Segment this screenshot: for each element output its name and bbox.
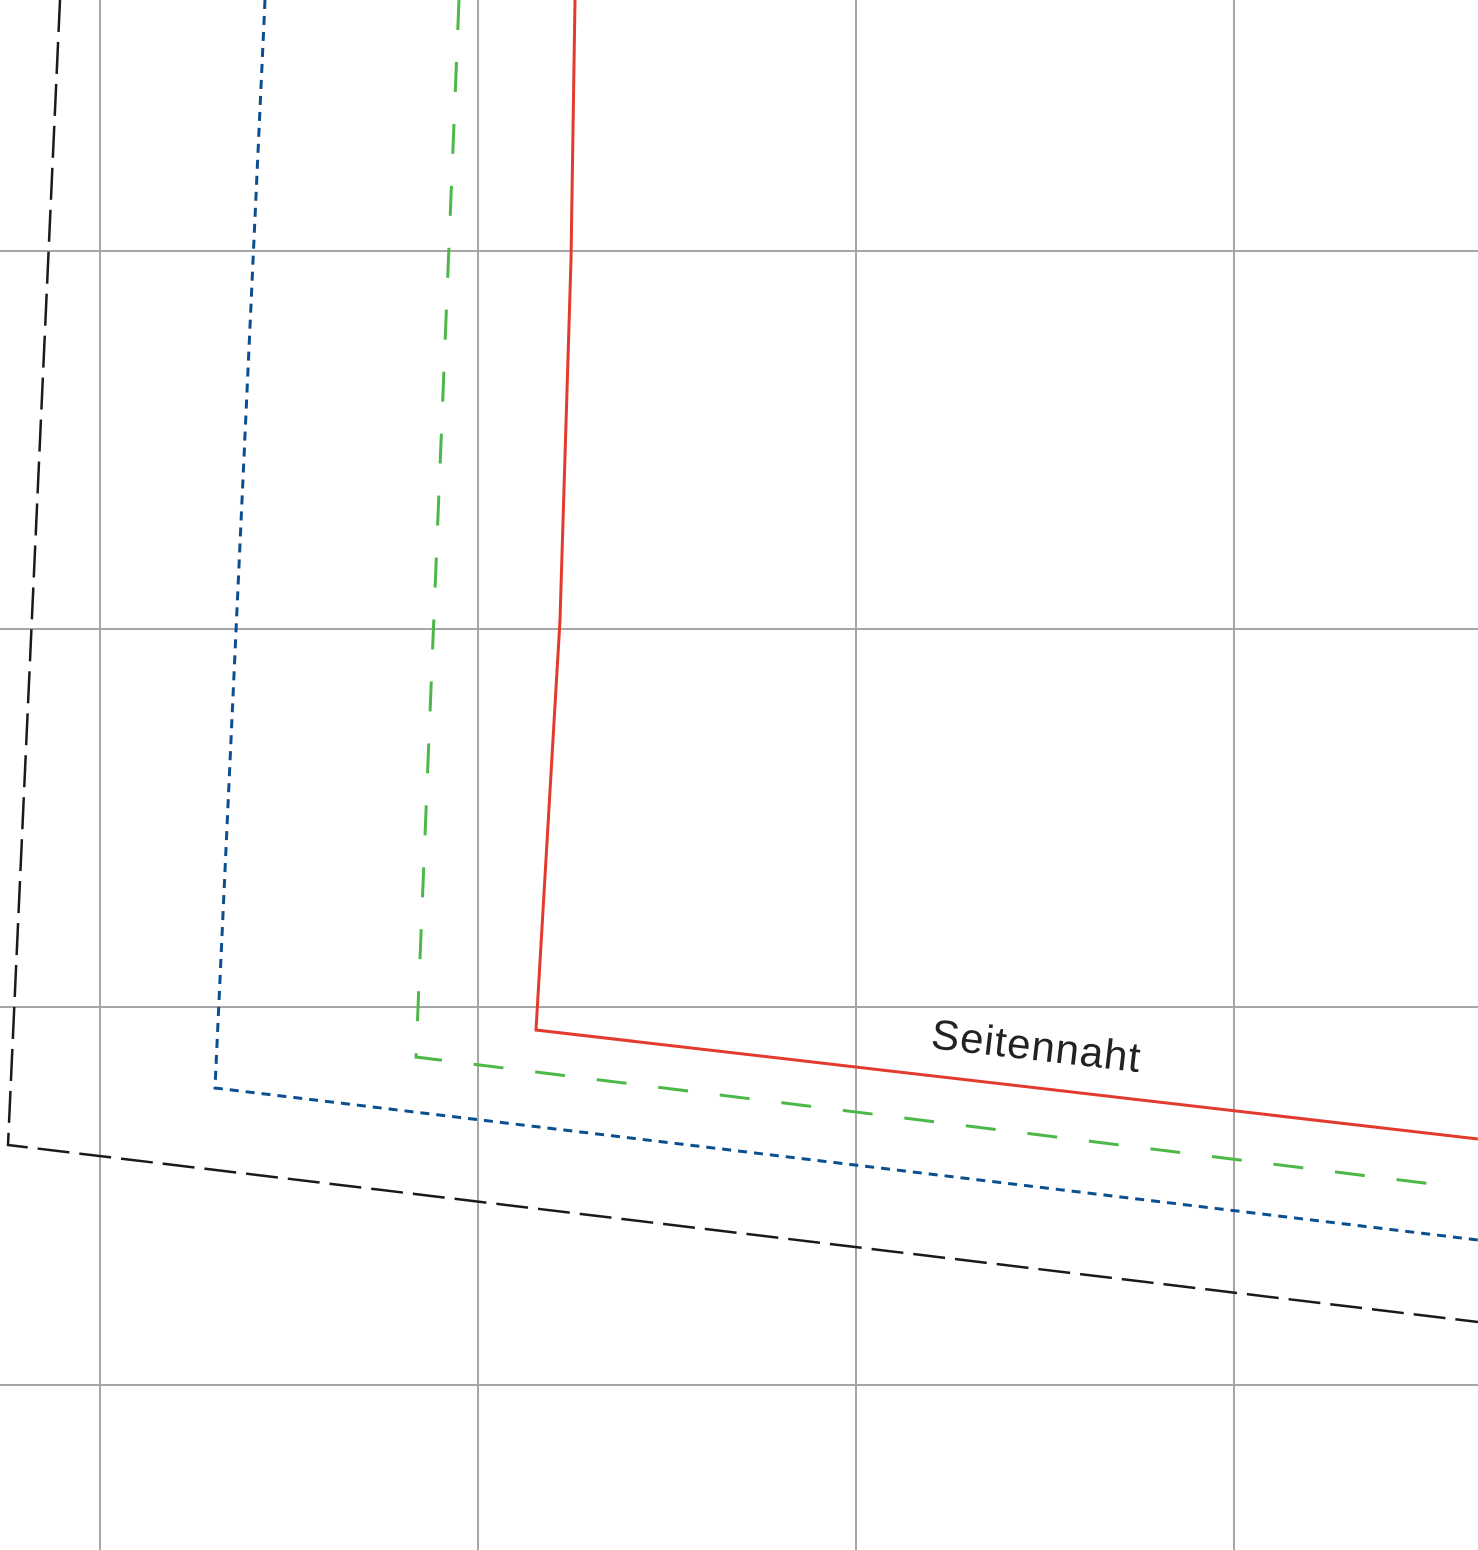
outline-blue — [213, 0, 1478, 1242]
outline-red — [534, 0, 1478, 1141]
size-outlines — [6, 0, 1478, 1324]
outline-black — [6, 0, 1478, 1324]
outline-green — [414, 0, 1449, 1188]
seam-label: Seitennaht — [929, 1010, 1144, 1081]
